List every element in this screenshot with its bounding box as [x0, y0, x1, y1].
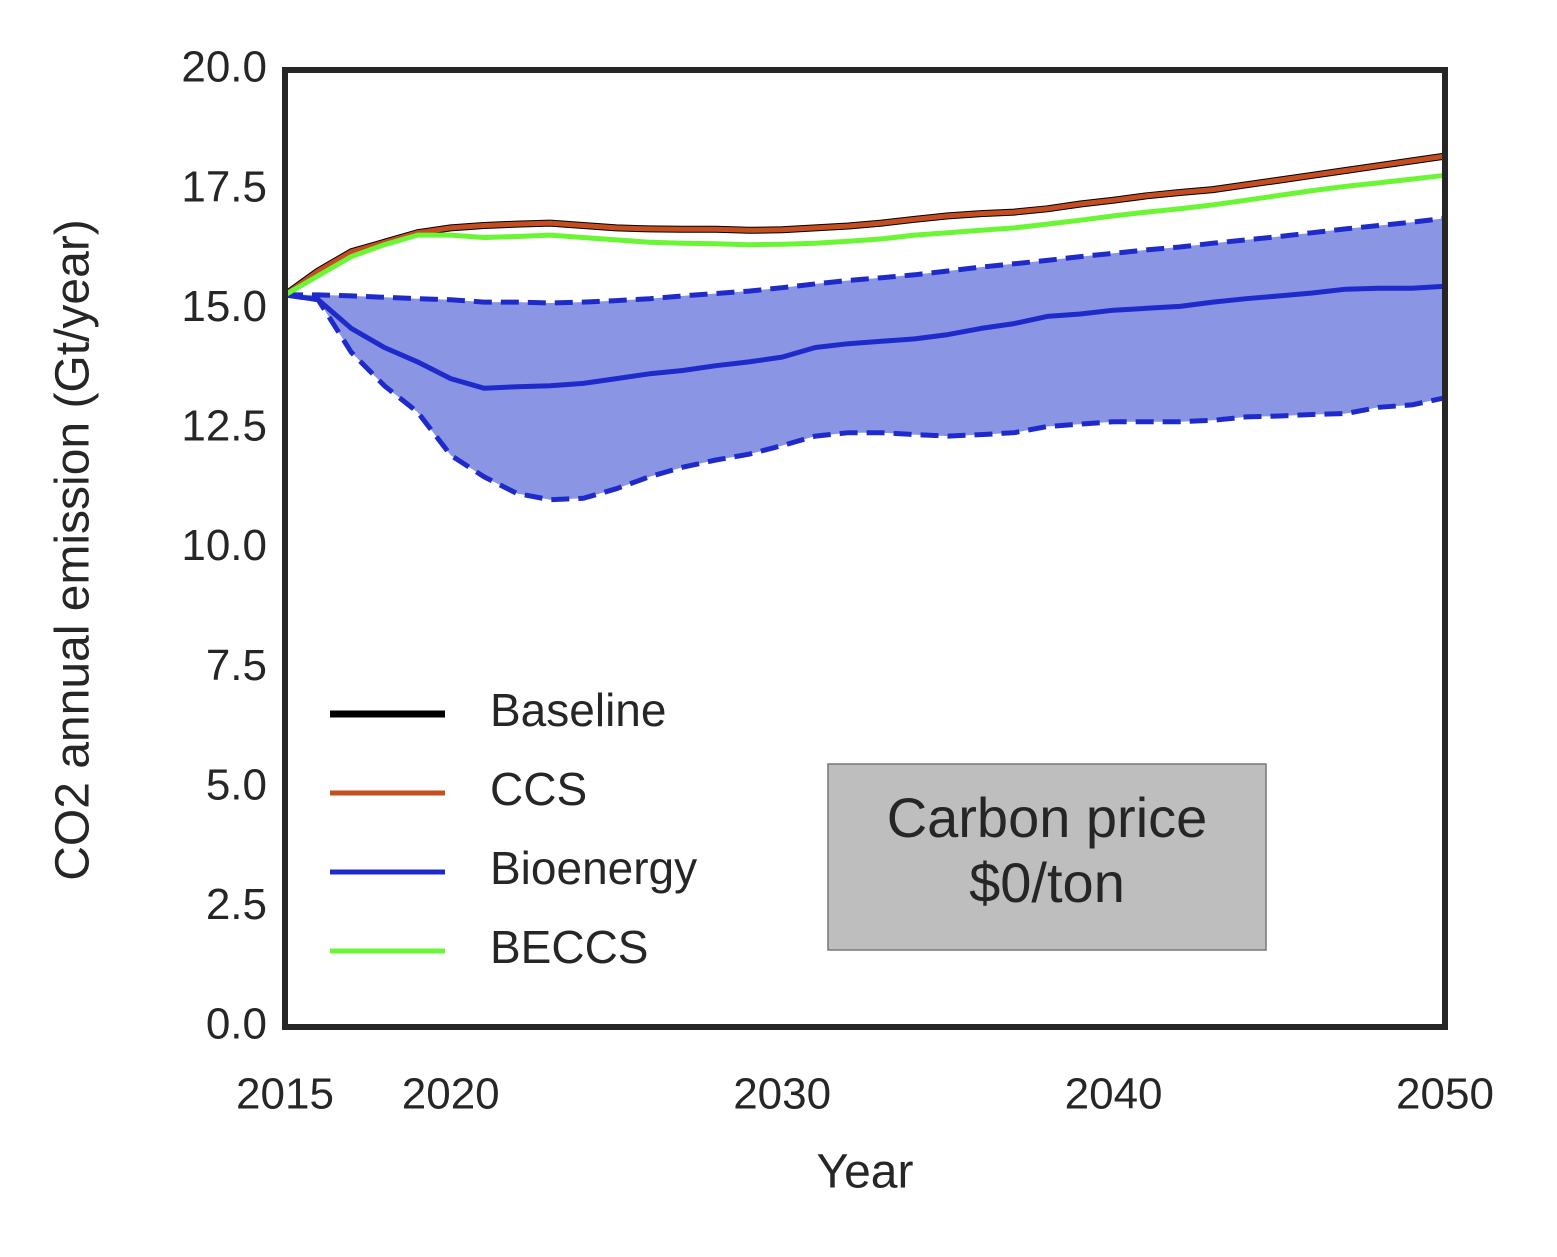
x-tick-label: 2050	[1396, 1070, 1494, 1119]
annotation-box	[827, 763, 1267, 951]
band	[285, 218, 1445, 500]
x-tick-label: 2030	[733, 1070, 831, 1119]
legend-label: Bioenergy	[490, 842, 697, 894]
legend-label: CCS	[490, 763, 587, 815]
x-tick-label: 2040	[1065, 1070, 1163, 1119]
y-tick-label: 7.5	[206, 641, 267, 690]
series-line	[283, 172, 1446, 298]
band-edge	[284, 292, 1446, 503]
y-tick-label: 0.0	[206, 1000, 267, 1049]
x-tick-label: 2020	[402, 1070, 500, 1119]
y-axis-label: CO2 annual emission (Gt/year)	[47, 219, 100, 881]
legend-label: Baseline	[490, 684, 666, 736]
y-tick-label: 20.0	[181, 43, 267, 92]
band-edge	[285, 215, 1446, 306]
x-axis-label: Year	[817, 1146, 914, 1199]
series-line	[283, 153, 1446, 297]
y-tick-label: 17.5	[181, 162, 267, 211]
y-tick-label: 12.5	[181, 402, 267, 451]
y-tick-label: 10.0	[181, 521, 267, 570]
y-tick-label: 5.0	[206, 760, 267, 809]
y-tick-label: 2.5	[206, 880, 267, 929]
annotation-text: Carbon price	[887, 786, 1208, 849]
annotation-text: $0/ton	[969, 851, 1125, 914]
plot-frame	[282, 67, 1448, 1030]
series-line	[284, 283, 1446, 391]
y-tick-label: 15.0	[181, 282, 267, 331]
x-tick-label: 2015	[236, 1070, 334, 1119]
legend-label: BECCS	[490, 921, 648, 973]
